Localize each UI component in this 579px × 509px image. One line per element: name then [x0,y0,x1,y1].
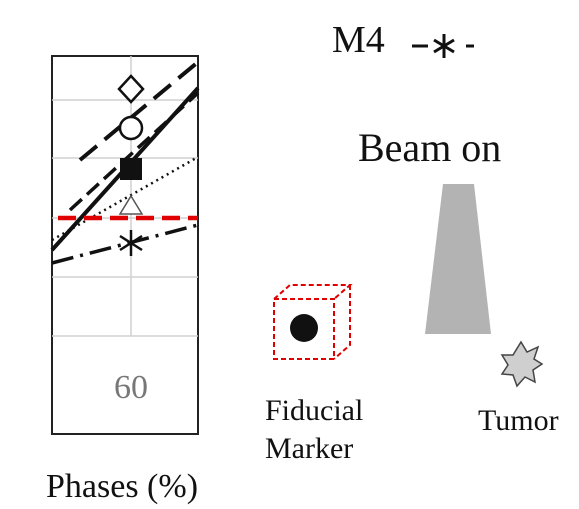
legend-m4-label: M4 [332,19,385,61]
fiducial-marker-icon [273,284,353,360]
fiducial-label-line1: Fiducial [265,394,364,427]
plot-panel [50,55,200,435]
beam-shape [425,184,491,334]
plot-frame [51,55,199,435]
x-tick-label: 60 [114,369,148,406]
marker-triangle [118,194,144,215]
tumor-label: Tumor [478,404,559,437]
marker-circle [118,115,144,141]
series-line-triangle [51,155,199,242]
series-line-asterisk [51,223,199,265]
x-axis-label: Phases (%) [46,468,199,505]
beam-on-label: Beam on [358,125,502,170]
fiducial-marker-label: Fiducial Marker [265,392,363,468]
marker-diamond [117,74,145,104]
tumor-icon [500,340,544,388]
marker-filled-square [120,158,142,180]
series-line-diamond [78,60,200,162]
legend-m4-marker [412,34,474,58]
fiducial-dot [290,314,318,342]
marker-asterisk [119,230,143,256]
fiducial-label-line2: Marker [265,432,354,465]
